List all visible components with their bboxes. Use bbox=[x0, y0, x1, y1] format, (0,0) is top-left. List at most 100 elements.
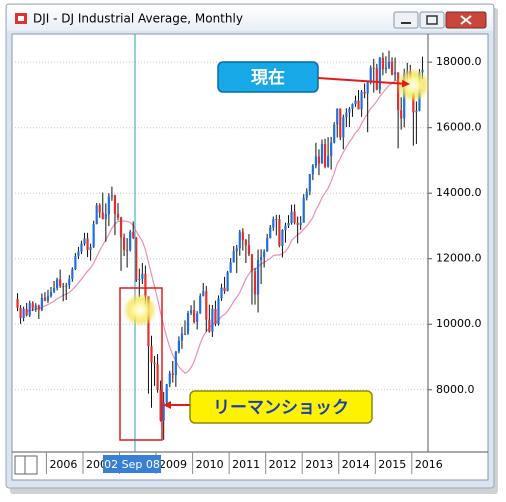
candle-body bbox=[168, 373, 171, 385]
candle-body bbox=[174, 351, 177, 376]
annotation-box bbox=[189, 390, 373, 424]
candle-body bbox=[92, 224, 95, 248]
candle-body bbox=[159, 389, 162, 421]
candle-body bbox=[31, 303, 34, 309]
candle-body bbox=[290, 211, 293, 224]
glow bbox=[123, 293, 157, 327]
candle-body bbox=[384, 67, 388, 70]
candle-body bbox=[138, 279, 141, 281]
glow bbox=[396, 68, 430, 102]
candle-body bbox=[223, 287, 226, 292]
candle-body bbox=[238, 232, 241, 249]
candle-body bbox=[284, 225, 287, 230]
candle-body bbox=[202, 291, 205, 297]
candle-body bbox=[28, 303, 31, 316]
candle-body bbox=[193, 310, 196, 322]
scroll-box[interactable] bbox=[14, 455, 26, 475]
candle-body bbox=[308, 174, 311, 192]
candle-body bbox=[135, 237, 138, 281]
candle-body bbox=[314, 156, 318, 166]
x-tick-label: 2013 bbox=[305, 458, 333, 471]
candle-body bbox=[375, 68, 378, 90]
candle-body bbox=[320, 144, 324, 164]
candle-body bbox=[345, 112, 348, 118]
candle-body bbox=[366, 82, 369, 94]
candle-body bbox=[278, 219, 281, 246]
candle-body bbox=[339, 108, 342, 138]
candle-body bbox=[104, 214, 107, 220]
candle-body bbox=[311, 165, 314, 175]
candle-body bbox=[89, 247, 92, 250]
candle-body bbox=[56, 279, 59, 288]
candle-body bbox=[132, 231, 135, 238]
crosshair-label-box bbox=[103, 455, 161, 473]
candle-body bbox=[211, 308, 214, 332]
candle-body bbox=[34, 305, 37, 309]
candle-body bbox=[330, 142, 333, 157]
candle-body bbox=[165, 384, 168, 403]
y-tick-label: 14000.0 bbox=[436, 186, 482, 199]
annotation-text: リーマンショック bbox=[213, 398, 349, 418]
candle-body bbox=[171, 373, 174, 376]
y-tick-label: 10000.0 bbox=[436, 317, 482, 330]
candle-body bbox=[177, 340, 180, 352]
candle-body bbox=[302, 197, 305, 223]
candle-body bbox=[49, 291, 53, 297]
candle-body bbox=[393, 72, 397, 75]
candle-body bbox=[299, 222, 302, 225]
candle-body bbox=[208, 319, 211, 332]
candle-body bbox=[59, 279, 62, 286]
candle-body bbox=[110, 195, 114, 197]
candle-body bbox=[119, 217, 123, 238]
annotation-text: 現在 bbox=[251, 67, 285, 88]
candle-body bbox=[19, 307, 22, 319]
x-tick-label: 2012 bbox=[269, 458, 297, 471]
y-tick-label: 18000.0 bbox=[436, 55, 482, 68]
candle-body bbox=[326, 156, 330, 167]
candle-body bbox=[363, 91, 366, 94]
x-tick-label: 2006 bbox=[49, 458, 77, 471]
candle-body bbox=[369, 67, 372, 83]
scroll-box[interactable] bbox=[24, 455, 38, 475]
candle-body bbox=[415, 110, 418, 113]
candle-body bbox=[180, 333, 184, 341]
candle-body bbox=[126, 249, 129, 251]
candle-body bbox=[296, 222, 299, 225]
maximize-button[interactable] bbox=[419, 11, 445, 29]
candle-body bbox=[232, 251, 235, 263]
candle-body bbox=[107, 196, 110, 215]
candle-body bbox=[372, 67, 375, 69]
candle-body bbox=[205, 291, 208, 320]
candle-body bbox=[241, 232, 244, 241]
candle-body bbox=[333, 124, 336, 143]
candle-body bbox=[116, 213, 120, 218]
candle-body bbox=[199, 296, 202, 314]
candle-body bbox=[263, 251, 266, 258]
candle-body bbox=[129, 231, 132, 251]
candle-body bbox=[342, 117, 345, 138]
candle-body bbox=[272, 219, 275, 228]
candle-body bbox=[217, 298, 220, 324]
candle-body bbox=[305, 191, 308, 198]
y-tick-label: 12000.0 bbox=[436, 252, 482, 265]
close-icon bbox=[460, 15, 472, 25]
candle-body bbox=[22, 308, 25, 319]
overlay: 02 Sep 08 現在 リーマンショック bbox=[103, 61, 430, 473]
x-tick-label: 2015 bbox=[378, 458, 406, 471]
app-icon-inner bbox=[18, 16, 24, 21]
candle-body bbox=[144, 273, 147, 297]
candle-body bbox=[390, 61, 394, 75]
candle-body bbox=[80, 243, 83, 252]
y-tick-label: 8000.0 bbox=[436, 383, 475, 396]
candle-body bbox=[357, 100, 360, 110]
candle-body bbox=[226, 272, 229, 292]
candle-body bbox=[354, 100, 357, 105]
candle-body bbox=[253, 271, 257, 295]
annotation-arrow bbox=[317, 77, 410, 88]
candle-body bbox=[381, 57, 384, 70]
candle-body bbox=[336, 108, 339, 125]
minimize-button[interactable] bbox=[393, 11, 419, 29]
x-tick-label: 2009 bbox=[159, 458, 187, 471]
